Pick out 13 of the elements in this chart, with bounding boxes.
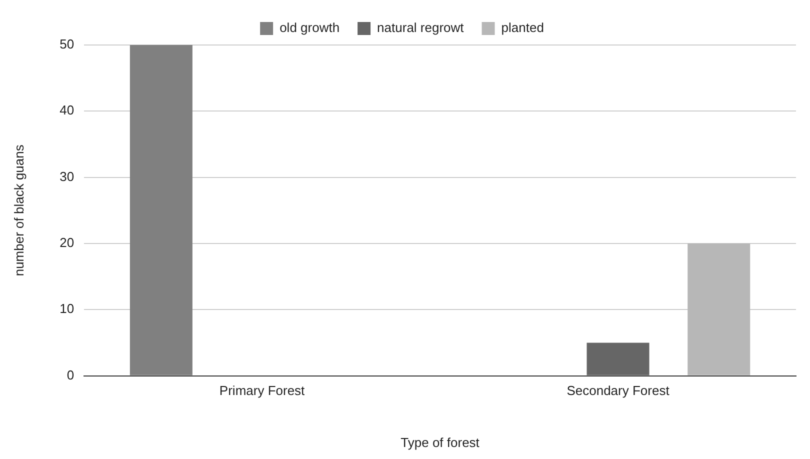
x-tick-label: Secondary Forest <box>566 383 670 398</box>
y-tick-label: 40 <box>60 102 74 118</box>
x-tick-label: Primary Forest <box>219 383 306 398</box>
y-tick-label: 0 <box>66 367 74 382</box>
x-axis-title: Type of forest <box>400 434 480 450</box>
y-tick-label: 20 <box>60 235 74 250</box>
legend-label: planted <box>501 20 544 36</box>
y-tick-label: 30 <box>60 168 74 184</box>
y-tick-label: 10 <box>60 301 74 316</box>
y-tick-label: 50 <box>60 36 74 52</box>
legend-label: old growth <box>280 20 340 36</box>
y-axis-title: number of black guans <box>11 144 26 276</box>
legend-label: natural regrowt <box>377 20 464 36</box>
